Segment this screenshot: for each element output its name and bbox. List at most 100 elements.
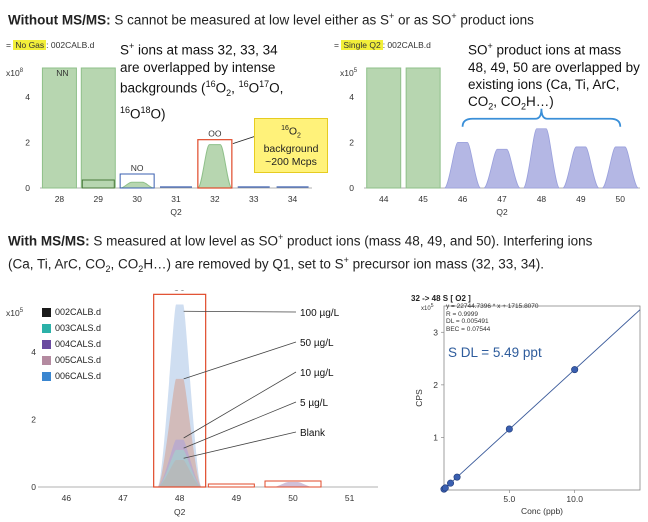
d-l2: are overlapped by intense (120, 59, 276, 75)
ymult-exp: 8 (19, 68, 24, 75)
chartB-x-tick-47: 47 (497, 194, 507, 204)
b-4a: CO (468, 93, 489, 109)
d-l3: backgrounds ( (120, 80, 206, 95)
chartD-point-3 (453, 473, 461, 481)
legend-label: 003CALS.d (55, 323, 102, 333)
chartA-description: S+ ions at mass 32, 33, 34 are overlappe… (120, 38, 283, 122)
chartC-xlabel: Q2 (174, 507, 186, 517)
chartB-peak-45 (405, 67, 441, 189)
b-4c: , CO (493, 93, 522, 109)
legend-swatch (42, 371, 51, 381)
d-3h: O, (269, 80, 284, 95)
chartC-y-multiplier: x105 (6, 308, 23, 318)
b-l3: existing ions (Ca, Ti, ArC, (468, 76, 620, 92)
chartC-peak-005CALS.d (157, 378, 202, 487)
b-4e: H…) (526, 93, 554, 109)
chartB-peak-46 (444, 142, 481, 189)
chartA-x-tick-32: 32 (210, 194, 220, 204)
p2-bold: With MS/MS: (8, 233, 90, 249)
header-text: S cannot be measured at low level either… (110, 12, 390, 28)
chartC-annotation-arrow-1 (183, 341, 297, 380)
chartD-frame (443, 305, 641, 491)
chartD-y-tick-1: 1 (433, 432, 438, 442)
chartA-label-oo: OO (208, 129, 222, 139)
chartC-box-50 (264, 480, 322, 488)
chartA-callout-arrow (232, 135, 257, 145)
chartC-annotation-arrow-0 (183, 310, 297, 313)
chartC-annotation-3: 5 µg/L (300, 398, 328, 409)
chartD-svg: 1 2 3 5.0 10.0 CPS Conc (ppb) (414, 305, 641, 516)
chartC-peak-002CALB.d (157, 459, 202, 487)
chartA-x-tick-29: 29 (94, 194, 104, 204)
calibration-title: 32 -> 48 S [ O2 ] (411, 294, 471, 303)
d-4c: 18 (140, 104, 151, 115)
p2-s2: 2 (105, 263, 111, 274)
chartA-x-tick-28: 28 (55, 194, 65, 204)
chartC-x-tick-48: 48 (175, 493, 185, 503)
tag-label: No Gas (13, 40, 47, 50)
chartB-x-tick-48: 48 (537, 194, 547, 204)
chartA-x-tick-33: 33 (249, 194, 259, 204)
chartA-peak-29 (80, 67, 116, 189)
chartD-xlabel: Conc (ppb) (521, 506, 563, 516)
chartA-x-tick-34: 34 (288, 194, 298, 204)
chartA-y-tick-2: 2 (25, 137, 30, 147)
d-3c: 2 (226, 87, 232, 98)
d-3f: O (248, 80, 260, 95)
chartC-x-tick-50: 50 (288, 493, 298, 503)
tagb-label: Single Q2 (341, 40, 383, 50)
chartB-x-tick-49: 49 (576, 194, 586, 204)
d-sup: + (129, 41, 135, 51)
d-4d: O) (150, 106, 166, 122)
chartD-point-1 (441, 484, 449, 492)
chartC-y-tick-4: 4 (31, 347, 36, 357)
c-l2: background (263, 142, 319, 155)
chartA-x-tick-30: 30 (132, 194, 142, 204)
chartA-y-multiplier: x108 (6, 68, 23, 78)
chartA-file-tag: = No Gas: 002CALB.d (6, 40, 94, 50)
p2-t2: product ions (mass 48, 49, and 50). Inte… (283, 233, 593, 249)
chartC-y-tick-2: 2 (31, 414, 36, 424)
ymultb-base: x10 (340, 68, 354, 78)
b-4b: 2 (488, 101, 494, 112)
chartB-y-tick-2: 2 (349, 137, 354, 147)
p2-t5: H…) are removed by Q1, set to S (143, 256, 344, 271)
chartD-ylabel: CPS (414, 389, 424, 407)
p2-t6: precursor ion mass (32, 33, 34). (348, 256, 544, 271)
ymultc-exp: 5 (19, 308, 24, 315)
p2-t4: , CO (110, 256, 139, 271)
legend-item-004CALS.d: 004CALS.d (42, 336, 101, 352)
d-3d: , (231, 80, 239, 95)
legend-swatch (42, 323, 51, 333)
chartA-peak-32 (197, 144, 233, 189)
ymultd-base: x10 (421, 306, 431, 312)
d-3g: 17 (259, 78, 270, 89)
chartC-annotation-4: Blank (300, 428, 326, 439)
chartB-peak-49 (562, 146, 600, 189)
chartC-annotation-0: 100 µg/L (300, 308, 340, 319)
chartB-y-multiplier: x105 (340, 68, 357, 78)
p2-t1: S measured at low level as SO (89, 233, 278, 249)
header-bold: Without MS/MS: (8, 12, 111, 28)
chartC-annotation-1: 50 µg/L (300, 338, 334, 349)
calibration-stats: y = 22744.7396 * x + 1715.8070 R = 0.999… (446, 303, 539, 333)
o2-background-callout: 16O2 background ~200 Mcps (254, 118, 328, 173)
header-sup: + (389, 11, 395, 21)
chartB-peak-50 (601, 146, 639, 189)
b-b: product ions at mass (492, 42, 622, 58)
d-4b: O (130, 106, 141, 122)
d-l1b: ions at mass 32, 33, 34 (134, 42, 278, 58)
calib-eq: y = 22744.7396 * x + 1715.8070 (446, 303, 539, 310)
header-text-mid: or as SO (394, 12, 452, 28)
ymultb-exp: 5 (353, 68, 358, 75)
legend-label: 005CALS.d (55, 355, 102, 365)
header-without-msms: Without MS/MS: S cannot be measured at l… (8, 8, 534, 29)
chartC-x-tick-47: 47 (118, 493, 128, 503)
legend-label: 004CALS.d (55, 339, 102, 349)
chartB-x-tick-50: 50 (616, 194, 626, 204)
chartD-point-2 (447, 479, 455, 487)
chartB-xlabel: Q2 (496, 207, 508, 217)
legend-item-003CALS.d: 003CALS.d (42, 320, 101, 336)
chartD-y-tick-3: 3 (433, 327, 438, 337)
